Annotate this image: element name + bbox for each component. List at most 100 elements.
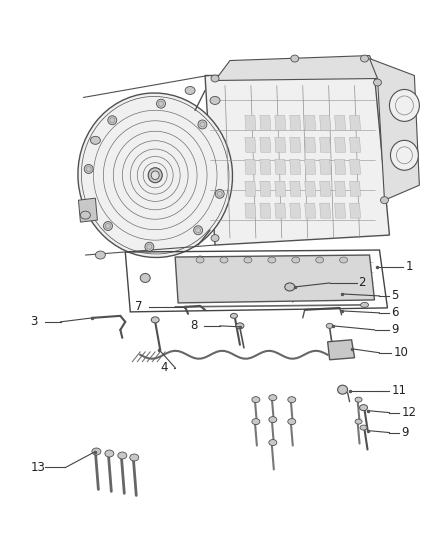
Ellipse shape: [360, 302, 368, 308]
Polygon shape: [320, 138, 331, 152]
Ellipse shape: [316, 257, 324, 263]
Polygon shape: [370, 59, 419, 200]
Ellipse shape: [244, 257, 252, 263]
Polygon shape: [290, 138, 301, 152]
Ellipse shape: [288, 418, 296, 425]
Text: 10: 10: [393, 346, 408, 359]
Polygon shape: [245, 116, 256, 131]
Polygon shape: [335, 138, 346, 152]
Ellipse shape: [140, 273, 150, 282]
Polygon shape: [320, 203, 331, 218]
Ellipse shape: [210, 96, 220, 104]
Ellipse shape: [269, 417, 277, 423]
Ellipse shape: [220, 257, 228, 263]
Text: 7: 7: [135, 301, 143, 313]
Text: 11: 11: [392, 384, 406, 397]
Ellipse shape: [215, 189, 224, 198]
Ellipse shape: [92, 448, 101, 455]
Ellipse shape: [230, 313, 237, 318]
Ellipse shape: [148, 168, 162, 183]
Ellipse shape: [103, 222, 113, 230]
Text: 5: 5: [392, 289, 399, 302]
Ellipse shape: [360, 55, 368, 62]
Polygon shape: [305, 159, 316, 174]
Polygon shape: [305, 203, 316, 218]
Ellipse shape: [374, 79, 381, 86]
Ellipse shape: [196, 257, 204, 263]
Ellipse shape: [81, 211, 90, 219]
Text: 3: 3: [31, 316, 38, 328]
Ellipse shape: [118, 452, 127, 459]
Polygon shape: [305, 116, 316, 131]
Text: 9: 9: [401, 426, 409, 439]
Ellipse shape: [355, 419, 362, 424]
Polygon shape: [350, 181, 360, 196]
Ellipse shape: [211, 75, 219, 82]
Text: 2: 2: [359, 277, 366, 289]
Ellipse shape: [292, 257, 300, 263]
Ellipse shape: [198, 120, 207, 129]
Polygon shape: [260, 116, 271, 131]
Ellipse shape: [389, 90, 419, 122]
Text: 6: 6: [392, 306, 399, 319]
Ellipse shape: [145, 243, 154, 251]
Polygon shape: [260, 159, 271, 174]
Ellipse shape: [156, 99, 166, 108]
Ellipse shape: [269, 440, 277, 446]
Ellipse shape: [339, 257, 348, 263]
Polygon shape: [328, 340, 355, 360]
Ellipse shape: [130, 454, 139, 461]
Ellipse shape: [269, 394, 277, 401]
Polygon shape: [78, 198, 97, 222]
Ellipse shape: [252, 418, 260, 425]
Polygon shape: [290, 181, 301, 196]
Text: 12: 12: [401, 406, 417, 419]
Ellipse shape: [95, 251, 106, 259]
Ellipse shape: [78, 93, 233, 257]
Polygon shape: [275, 181, 286, 196]
Polygon shape: [305, 138, 316, 152]
Text: 1: 1: [406, 261, 413, 273]
Polygon shape: [260, 203, 271, 218]
Polygon shape: [350, 159, 360, 174]
Ellipse shape: [211, 235, 219, 241]
Ellipse shape: [338, 385, 348, 394]
Ellipse shape: [326, 324, 333, 328]
Ellipse shape: [381, 197, 389, 204]
Polygon shape: [350, 138, 360, 152]
Ellipse shape: [268, 257, 276, 263]
Polygon shape: [175, 255, 374, 303]
Polygon shape: [335, 203, 346, 218]
Text: 8: 8: [190, 319, 198, 333]
Polygon shape: [335, 159, 346, 174]
Ellipse shape: [288, 397, 296, 402]
Polygon shape: [245, 138, 256, 152]
Text: 13: 13: [31, 461, 46, 474]
Ellipse shape: [252, 397, 260, 402]
Polygon shape: [350, 116, 360, 131]
Polygon shape: [305, 181, 316, 196]
Ellipse shape: [151, 171, 159, 180]
Polygon shape: [215, 55, 379, 80]
Ellipse shape: [90, 136, 100, 144]
Polygon shape: [275, 116, 286, 131]
Polygon shape: [245, 203, 256, 218]
Polygon shape: [350, 203, 360, 218]
Ellipse shape: [84, 165, 93, 173]
Polygon shape: [320, 159, 331, 174]
Polygon shape: [290, 116, 301, 131]
Ellipse shape: [360, 405, 367, 410]
Polygon shape: [260, 181, 271, 196]
Polygon shape: [245, 159, 256, 174]
Ellipse shape: [194, 226, 203, 235]
Ellipse shape: [151, 317, 159, 323]
Polygon shape: [335, 181, 346, 196]
Ellipse shape: [236, 323, 244, 329]
Ellipse shape: [185, 86, 195, 94]
Ellipse shape: [291, 55, 299, 62]
Ellipse shape: [195, 256, 205, 264]
Polygon shape: [320, 181, 331, 196]
Polygon shape: [275, 203, 286, 218]
Ellipse shape: [390, 140, 418, 170]
Polygon shape: [205, 76, 389, 245]
